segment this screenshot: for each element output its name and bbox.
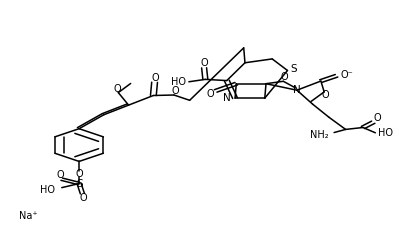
Text: O: O bbox=[57, 170, 64, 180]
Text: HO: HO bbox=[171, 77, 185, 87]
Text: O⁻: O⁻ bbox=[339, 70, 352, 80]
Text: O: O bbox=[373, 113, 380, 123]
Text: N: N bbox=[293, 85, 301, 95]
Text: O: O bbox=[151, 73, 159, 83]
Text: O: O bbox=[113, 84, 121, 94]
Text: O: O bbox=[280, 72, 287, 82]
Text: S: S bbox=[290, 64, 297, 74]
Text: O: O bbox=[200, 59, 208, 68]
Text: O: O bbox=[76, 169, 83, 179]
Text: O: O bbox=[320, 91, 328, 100]
Text: N: N bbox=[222, 93, 230, 103]
Text: O: O bbox=[206, 89, 214, 99]
Text: Na⁺: Na⁺ bbox=[19, 211, 38, 221]
Text: NH₂: NH₂ bbox=[310, 130, 328, 140]
Text: S: S bbox=[76, 179, 83, 189]
Text: HO: HO bbox=[377, 128, 392, 138]
Text: O: O bbox=[79, 193, 87, 203]
Text: HO: HO bbox=[40, 185, 55, 195]
Text: O: O bbox=[171, 86, 178, 96]
